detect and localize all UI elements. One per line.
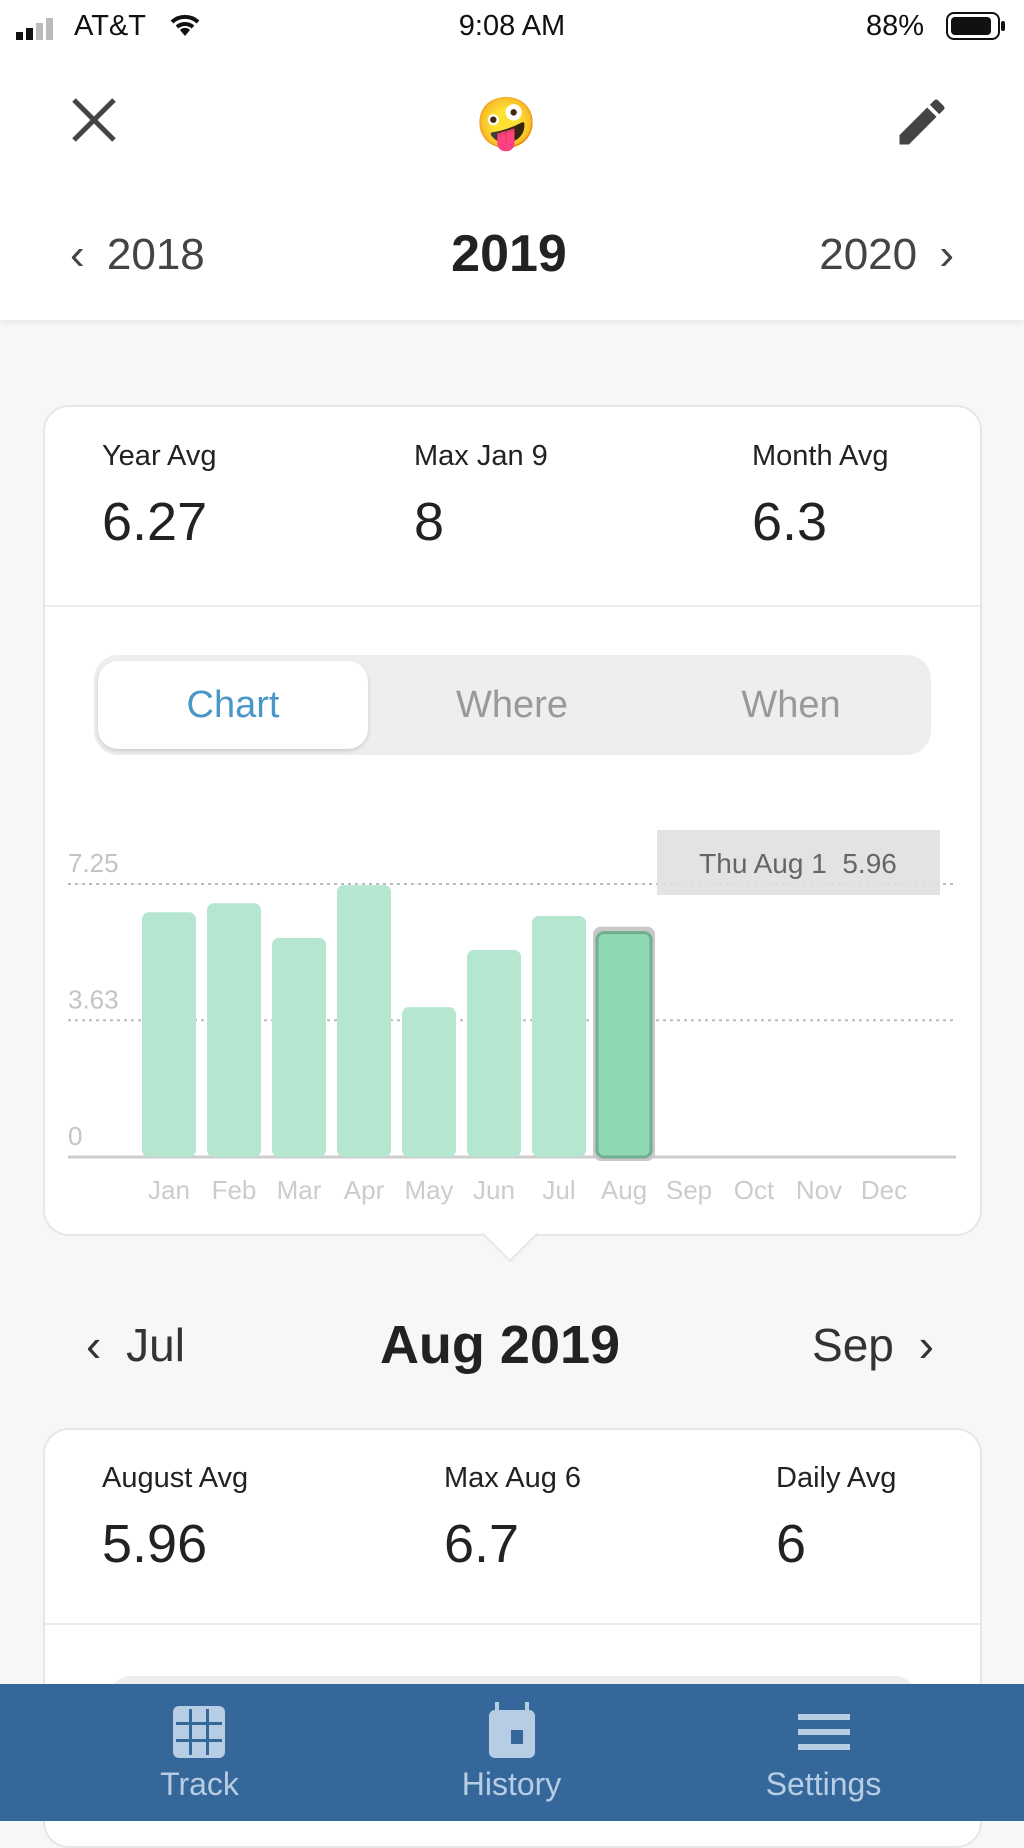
- chevron-left-icon: ‹: [70, 230, 85, 279]
- chevron-right-icon: ›: [918, 1319, 934, 1371]
- tab-track-label: Track: [160, 1766, 239, 1802]
- calendar-icon: [489, 1702, 535, 1758]
- x-tick-label: Jul: [542, 1175, 575, 1205]
- stat-value: 5.96: [102, 1514, 208, 1574]
- next-month-button[interactable]: Sep ›: [812, 1318, 934, 1372]
- bar-mar[interactable]: [272, 937, 326, 1157]
- close-icon[interactable]: [70, 96, 118, 149]
- stat-label: August Avg: [102, 1462, 249, 1494]
- stat-month_stats-1: Max Aug 6 6.7: [444, 1462, 581, 1575]
- stat-label: Max Aug 6: [444, 1462, 582, 1494]
- x-tick-label: Dec: [861, 1175, 907, 1205]
- y-tick-label: 3.63: [68, 984, 119, 1014]
- stat-month_stats-0: August Avg 5.96: [102, 1462, 248, 1575]
- bar-jan[interactable]: [142, 912, 196, 1157]
- stat-value: 6.7: [444, 1514, 520, 1574]
- clock: 9:08 AM: [458, 10, 566, 42]
- battery-percent: 88%: [866, 10, 925, 42]
- y-tick-label: 0: [68, 1121, 82, 1151]
- tab-settings[interactable]: Settings: [653, 1684, 994, 1821]
- next-year-button[interactable]: 2020 ›: [819, 230, 954, 280]
- tab-history[interactable]: History: [341, 1684, 682, 1821]
- battery-icon: [946, 12, 1006, 45]
- x-tick-label: Feb: [212, 1175, 257, 1205]
- x-tick-label: Nov: [796, 1175, 842, 1205]
- bar-apr[interactable]: [337, 885, 391, 1157]
- chevron-right-icon: ›: [939, 230, 954, 279]
- signal-icon: [16, 18, 62, 45]
- stat-month_stats-2: Daily Avg 6: [776, 1462, 896, 1575]
- bar-feb[interactable]: [207, 903, 261, 1157]
- prev-month-button[interactable]: ‹ Jul: [86, 1318, 185, 1372]
- x-tick-label: Aug: [601, 1175, 647, 1205]
- stat-label: Year Avg: [102, 440, 217, 472]
- carrier: AT&T: [74, 10, 146, 42]
- prev-month-label: Jul: [126, 1319, 185, 1371]
- stat-value: 6.3: [752, 492, 828, 552]
- next-month-label: Sep: [812, 1319, 894, 1371]
- x-tick-label: Jan: [148, 1175, 190, 1205]
- x-tick-label: Sep: [666, 1175, 712, 1205]
- header: AT&T 9:08 AM 88% 🤪 ‹ 2018 2019 2020 ›: [0, 0, 1024, 320]
- tab-history-label: History: [461, 1766, 562, 1802]
- x-tick-label: Oct: [734, 1175, 775, 1205]
- tab-settings-label: Settings: [765, 1766, 882, 1802]
- tooltip-text: Thu Aug 1 5.96: [699, 848, 897, 879]
- wifi-icon: [168, 12, 202, 43]
- current-year: 2019: [451, 225, 567, 283]
- grid-icon: [173, 1706, 225, 1758]
- stat-value: 6.27: [102, 492, 208, 552]
- x-tick-label: Jun: [473, 1175, 515, 1205]
- x-tick-label: May: [404, 1175, 453, 1205]
- emoji-icon: 🤪: [475, 95, 538, 151]
- stat-year_stats-2: Month Avg 6.3: [752, 440, 889, 553]
- stat-value: 8: [414, 492, 445, 552]
- bar-chart: 0 3.63 7.25 Jan Feb Mar Apr May Jun Jul Aug Sep Oct N…: [68, 830, 956, 1205]
- stat-label: Daily Avg: [776, 1462, 897, 1494]
- stat-year_stats-0: Year Avg 6.27: [102, 440, 217, 553]
- bar-may[interactable]: [402, 1007, 456, 1157]
- stat-year_stats-1: Max Jan 9 8: [414, 440, 548, 553]
- edit-pencil-icon[interactable]: [892, 92, 952, 157]
- prev-year-label: 2018: [106, 230, 205, 279]
- stat-value: 6: [776, 1514, 807, 1574]
- tab-bar: Track History Settings: [0, 1684, 1024, 1821]
- x-tick-label: Mar: [277, 1175, 322, 1205]
- tab-when[interactable]: When: [741, 684, 841, 726]
- next-year-label: 2020: [819, 230, 918, 279]
- segmented-control: Chart Where When: [94, 655, 931, 755]
- tooltip-box: [657, 830, 940, 895]
- tab-chart[interactable]: Chart: [98, 661, 368, 749]
- bar-jun[interactable]: [467, 949, 521, 1157]
- menu-icon: [798, 1714, 850, 1750]
- bar-jul[interactable]: [532, 916, 586, 1157]
- current-month: Aug 2019: [379, 1315, 621, 1375]
- chevron-left-icon: ‹: [86, 1319, 102, 1371]
- stat-label: Month Avg: [752, 440, 889, 472]
- bar-aug[interactable]: [595, 931, 653, 1159]
- tab-where[interactable]: Where: [456, 684, 568, 726]
- stat-label: Max Jan 9: [414, 440, 548, 472]
- y-tick-label: 7.25: [68, 848, 119, 878]
- x-tick-label: Apr: [344, 1175, 385, 1205]
- prev-year-button[interactable]: ‹ 2018: [70, 230, 205, 280]
- tab-track[interactable]: Track: [29, 1684, 370, 1821]
